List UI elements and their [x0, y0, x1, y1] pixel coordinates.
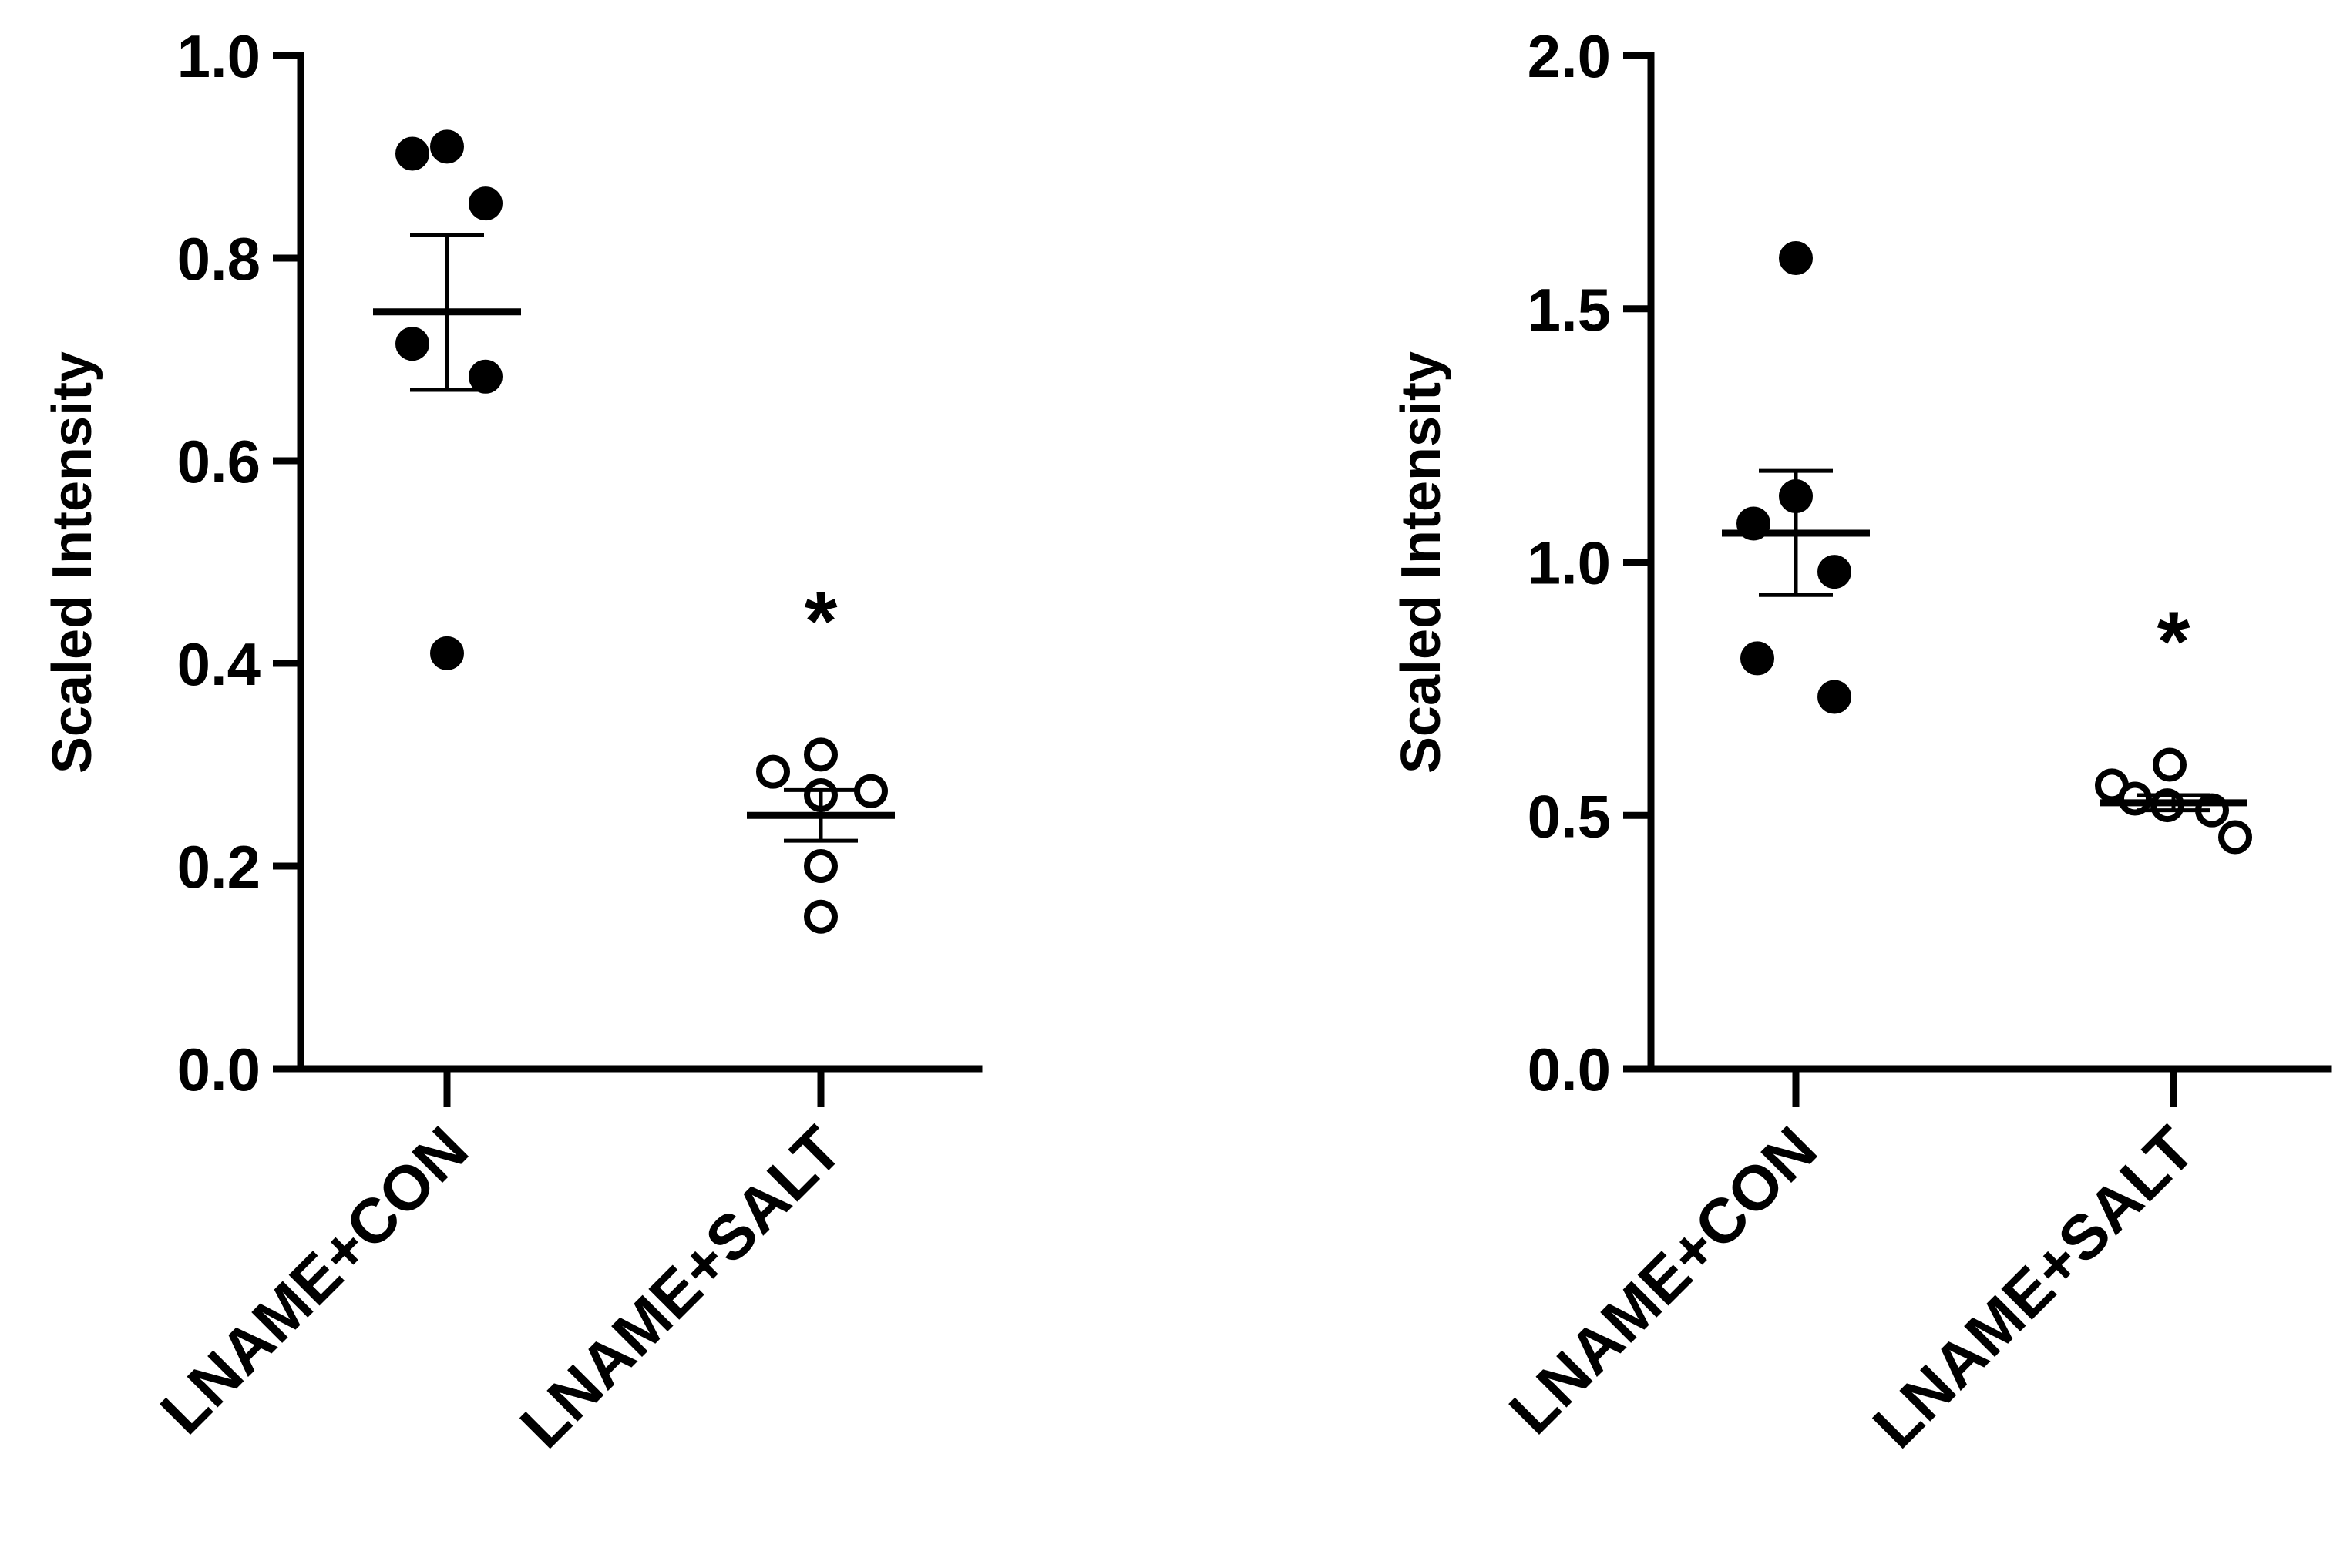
y-tick-label: 2.0: [1528, 22, 1611, 90]
data-point: [1779, 241, 1813, 275]
y-tick-label: 0.6: [177, 428, 261, 495]
y-tick-label: 0.8: [177, 225, 261, 293]
y-axis-title: Scaled Intensity: [42, 351, 103, 774]
y-tick-label: 0.0: [1528, 1036, 1611, 1103]
y-axis-title: Scaled Intensity: [1390, 351, 1452, 774]
data-point: [756, 754, 790, 789]
data-point: [469, 186, 503, 221]
data-point: [1817, 555, 1851, 589]
data-point: [2153, 747, 2187, 782]
y-tick-label: 1.5: [1528, 276, 1611, 344]
y-tick-label: 0.0: [177, 1036, 261, 1103]
data-point: [804, 737, 838, 772]
chart-panel-1: 0.0 0.2 0.4 0.6 0.8 1.0 Scaled Intensity LNAME+…: [42, 22, 983, 1462]
data-point: [2218, 820, 2252, 855]
y-tick-label: 0.4: [177, 630, 261, 698]
y-tick-label: 1.0: [1528, 529, 1611, 597]
data-point: [2118, 781, 2152, 816]
data-point: [1817, 680, 1851, 714]
significance-marker: *: [2157, 594, 2190, 689]
x-category-label: LNAME+SALT: [507, 1113, 855, 1461]
data-point: [430, 636, 464, 670]
data-point: [854, 774, 888, 808]
chart-panel-2: 0.0 0.5 1.0 1.5 2.0 Scaled Intensity LNAME+CON…: [1390, 22, 2332, 1462]
significance-marker: *: [805, 574, 838, 669]
data-point: [804, 849, 838, 883]
data-point: [804, 899, 838, 934]
y-tick-label: 1.0: [177, 22, 261, 90]
data-point: [469, 359, 503, 394]
x-category-label: LNAME+CON: [148, 1113, 482, 1447]
x-category-label: LNAME+CON: [1497, 1113, 1831, 1447]
data-point: [395, 327, 429, 361]
data-point: [395, 136, 429, 171]
y-tick-label: 0.2: [177, 833, 261, 901]
y-tick-label: 0.5: [1528, 782, 1611, 850]
data-point: [430, 129, 464, 164]
x-category-label: LNAME+SALT: [1860, 1113, 2207, 1461]
data-point: [1740, 641, 1774, 676]
